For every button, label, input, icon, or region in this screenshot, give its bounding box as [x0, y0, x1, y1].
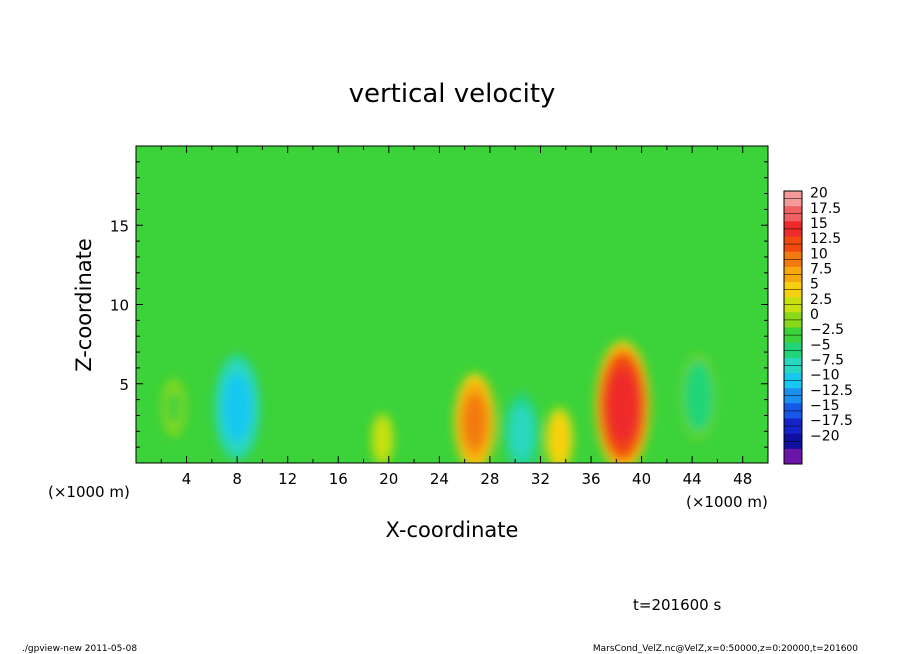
x-tick-label: 36 — [581, 470, 600, 488]
x-tick-label: 20 — [379, 470, 398, 488]
colorbar-label: 10 — [810, 246, 828, 262]
velocity-cell — [222, 373, 252, 442]
colorbar-label: −10 — [810, 368, 840, 384]
x-tick-label: 48 — [733, 470, 752, 488]
x-axis-ticks: 4 8 12 16 20 24 28 32 36 40 44 48 — [160, 146, 752, 488]
x-unit-left: (×1000 m) — [48, 483, 130, 501]
x-tick-label: 8 — [232, 470, 242, 488]
velocity-cell — [606, 367, 639, 445]
velocity-cell — [509, 404, 534, 462]
colorbar-swatch — [784, 312, 802, 328]
colorbar-swatch — [784, 448, 802, 465]
colorbar-label: 2.5 — [810, 292, 832, 308]
y-tick-label: 10 — [110, 297, 129, 315]
colorbar-label: 5 — [810, 277, 819, 293]
colorbar-label: 15 — [810, 216, 828, 232]
y-tick-label: 15 — [110, 217, 129, 235]
colorbar-label: 7.5 — [810, 261, 832, 277]
x-tick-label: 32 — [531, 470, 550, 488]
colorbar-swatch — [784, 236, 802, 253]
colorbar-label: 12.5 — [810, 231, 841, 247]
velocity-cell — [376, 424, 389, 455]
colorbar-label: 17.5 — [810, 201, 841, 217]
y-axis-ticks: 5 10 15 — [110, 161, 768, 448]
colorbar-label: −2.5 — [810, 322, 844, 338]
colorbar-label: −15 — [810, 398, 840, 414]
velocity-field — [161, 341, 717, 463]
x-tick-label: 28 — [480, 470, 499, 488]
colorbar-swatch — [784, 357, 802, 374]
y-tick-label: 5 — [119, 376, 129, 394]
colorbar-frame — [783, 190, 803, 465]
velocity-cell — [688, 371, 709, 422]
x-axis-label: X-coordinate — [386, 518, 519, 542]
velocity-cell — [166, 390, 182, 425]
colorbar-label: −5 — [810, 337, 831, 353]
time-label: t=201600 s — [633, 596, 721, 614]
chart-title: vertical velocity — [349, 79, 556, 109]
x-tick-label: 40 — [632, 470, 651, 488]
x-tick-label: 24 — [430, 470, 449, 488]
colorbar-label: −12.5 — [810, 383, 853, 399]
footer-left: ./gpview-new 2011-05-08 — [22, 644, 137, 654]
colorbar-label: 0 — [810, 307, 819, 323]
x-tick-label: 12 — [278, 470, 297, 488]
x-tick-label: 4 — [182, 470, 192, 488]
footer-right: MarsCond_VelZ.nc@VelZ,x=0:50000,z=0:2000… — [593, 644, 858, 654]
velocity-cell — [551, 420, 568, 459]
colorbar-swatch — [784, 403, 802, 419]
colorbar-label: −7.5 — [810, 352, 844, 368]
y-axis-label: Z-coordinate — [72, 238, 96, 372]
colorbar-label: 20 — [810, 186, 828, 202]
colorbar-swatch — [784, 266, 802, 283]
colorbar: 2017.51512.5107.552.50−2.5−5−7.5−10−12.5… — [783, 186, 853, 465]
colorbar-label: −17.5 — [810, 413, 853, 429]
x-tick-label: 16 — [329, 470, 348, 488]
colorbar-swatch — [784, 191, 802, 207]
x-unit-right: (×1000 m) — [686, 493, 768, 511]
x-tick-label: 44 — [683, 470, 702, 488]
colorbar-label: −20 — [810, 428, 840, 444]
velocity-cell — [462, 393, 487, 451]
